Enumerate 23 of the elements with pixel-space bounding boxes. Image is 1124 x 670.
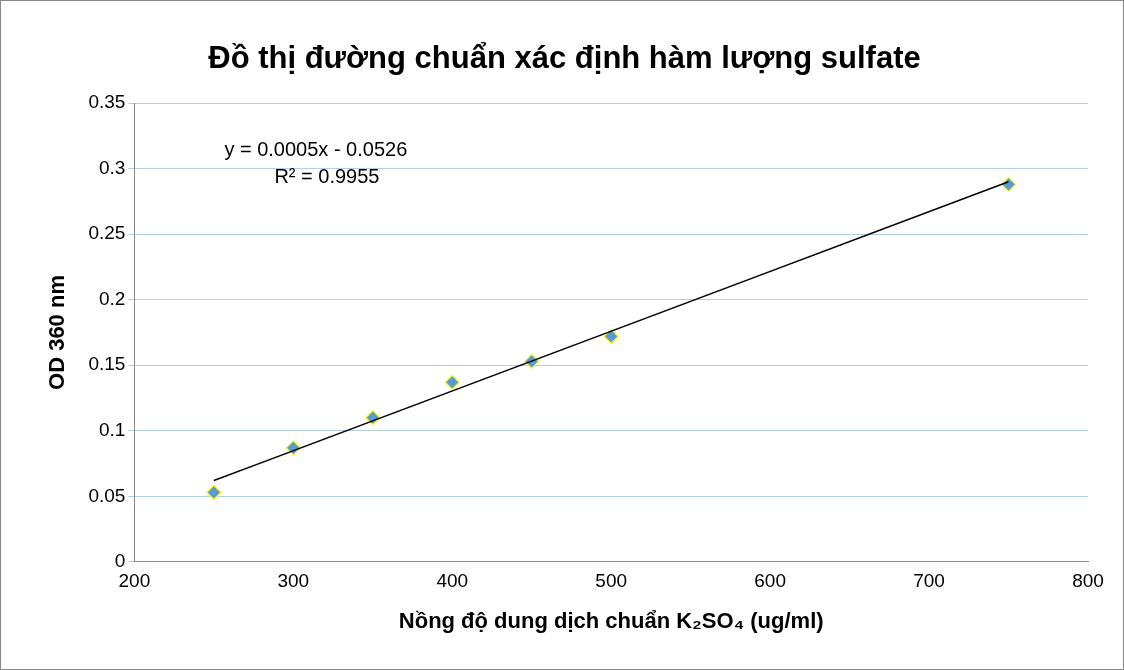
point	[603, 328, 619, 345]
x-tick-label: 400	[436, 570, 469, 592]
y-tick-label: 0.05	[88, 484, 126, 506]
y-tick-label: 0.25	[88, 222, 126, 244]
annotation: y = 0.0005x - 0.0526	[224, 137, 408, 160]
y-tick-label: 0.2	[98, 287, 126, 309]
y-tick-label: 0.3	[98, 156, 126, 178]
y-axis-title: OD 360 nm	[44, 275, 70, 390]
x-tick-label: 700	[913, 570, 945, 592]
y-tick-label: 0.15	[88, 353, 126, 375]
x-tick-label: 500	[595, 570, 628, 592]
x-tick-label: 800	[1072, 570, 1104, 592]
annotation: R² = 0.9955	[274, 164, 380, 187]
x-tick-label: 600	[754, 570, 786, 592]
y-tick-label: 0	[114, 550, 126, 572]
y-tick-label: 0.1	[98, 419, 126, 441]
x-tick-label: 300	[277, 570, 310, 592]
point	[206, 484, 222, 500]
chart-title: Đồ thị đường chuẩn xác định hàm lượng sulfate	[208, 40, 921, 76]
x-axis-title: Nồng độ dung dịch chuẩn K₂SO₄ (ug/ml)	[398, 607, 824, 633]
x-tick-label: 200	[118, 570, 151, 592]
y-tick-label: 0.35	[88, 91, 126, 113]
point	[444, 374, 460, 390]
